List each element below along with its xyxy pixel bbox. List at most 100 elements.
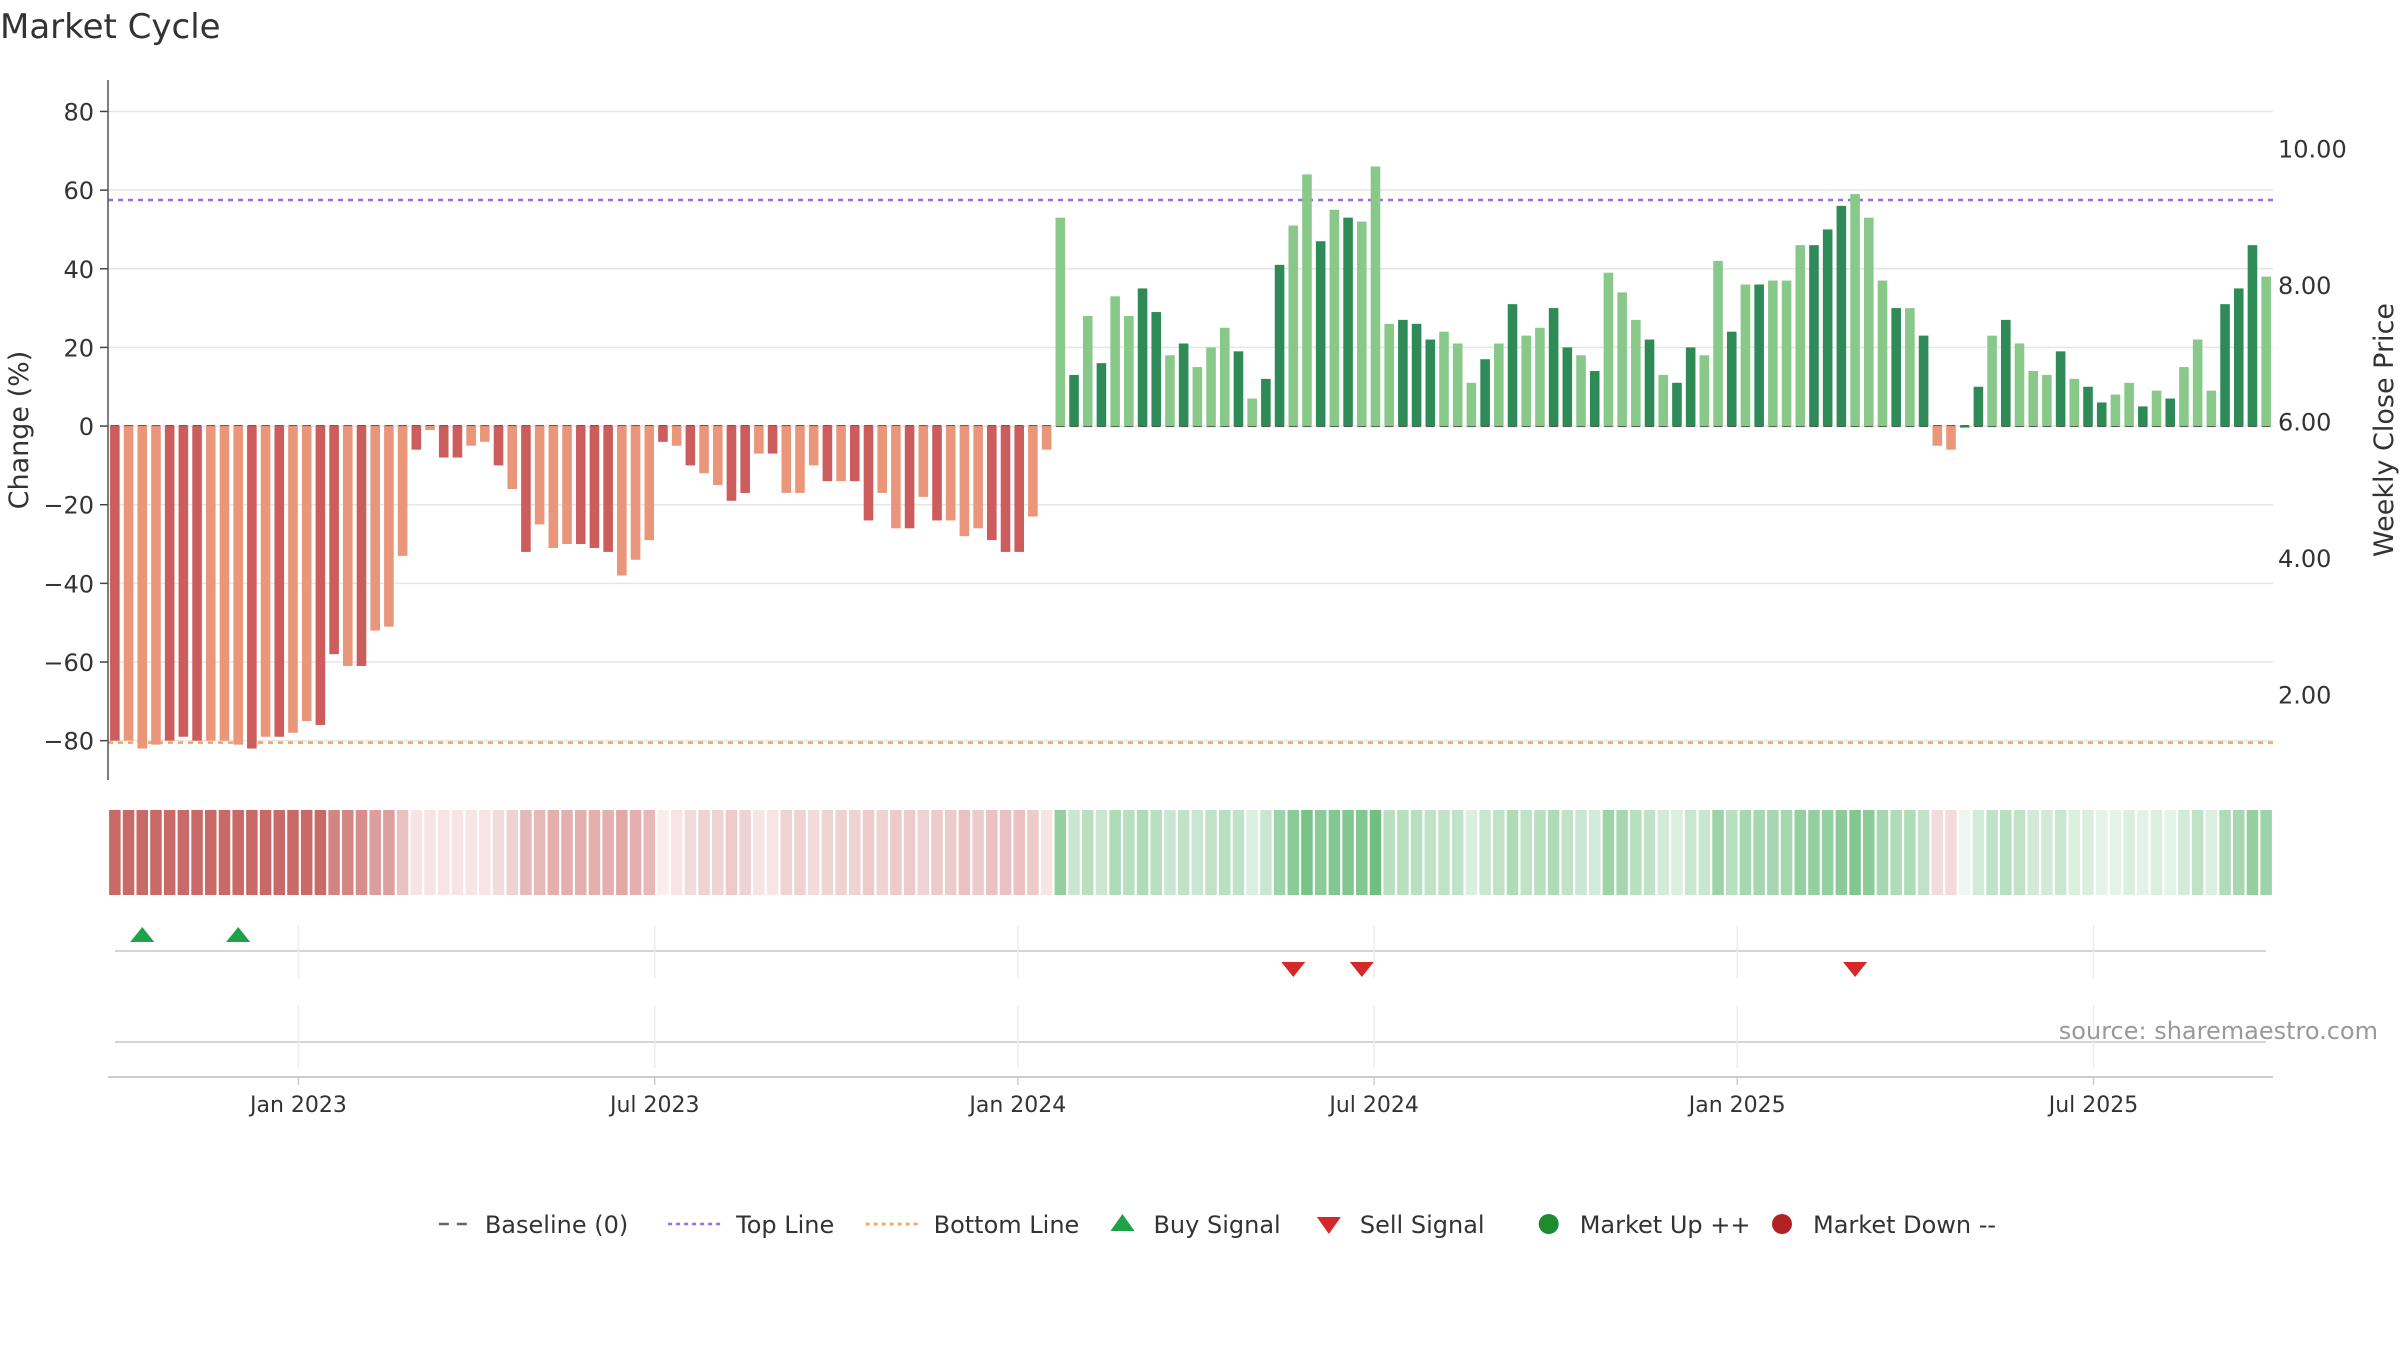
signal-panel [115, 925, 2266, 1068]
bar [1699, 355, 1710, 427]
bar [1631, 319, 1641, 427]
strip-cell [2027, 810, 2039, 895]
bar [726, 426, 737, 501]
strip-cell [2082, 810, 2094, 895]
y2-axis-label: Weekly Close Price [2369, 303, 2400, 557]
legend-label: Market Up ++ [1580, 1211, 1751, 1239]
bar [151, 426, 161, 745]
bar [822, 426, 833, 482]
strip-cell [1383, 810, 1395, 895]
bar [1288, 225, 1299, 427]
bar [1439, 331, 1449, 427]
bar [342, 426, 353, 666]
strip-cell [1287, 810, 1300, 895]
strip-cell [616, 810, 628, 895]
strip-cell [1369, 810, 1382, 895]
bar [2192, 339, 2203, 427]
strip-cell [1520, 810, 1532, 895]
y2-tick-label: 2.00 [2278, 682, 2331, 710]
strip-cell [2054, 810, 2067, 895]
bar [1261, 378, 1271, 427]
x-axis: Jan 2023 Jul 2023 Jan 2024 Jul 2024 Jan 2025… [108, 1076, 2273, 1118]
legend-circle-icon [1772, 1214, 1792, 1234]
x-tick-label: Jan 2025 [1687, 1093, 1786, 1118]
strip-cell [561, 810, 573, 895]
strip-cell [547, 810, 560, 895]
bar [1589, 371, 1600, 427]
bar [2247, 245, 2258, 427]
strip-cell [2041, 810, 2053, 895]
bar [288, 426, 298, 733]
x-tick-label: Jul 2025 [2047, 1093, 2139, 1118]
strip-cell [1917, 810, 1930, 895]
strip-cell [1246, 810, 1258, 895]
strip-cell [2109, 810, 2122, 895]
strip-cell [1712, 810, 1724, 895]
bar [1110, 296, 1120, 427]
strip-cell [424, 810, 436, 895]
bar [1315, 241, 1326, 427]
bar [1562, 347, 1573, 427]
legend-circle-icon [1538, 1214, 1559, 1234]
strip-cell [670, 810, 683, 895]
strip-cell [437, 810, 450, 895]
bar [1877, 280, 1888, 427]
strip-cell [588, 810, 601, 895]
bar [521, 426, 531, 552]
bar [1809, 245, 1819, 427]
bar [2206, 390, 2217, 427]
bar [658, 426, 668, 442]
strip-cell [1123, 810, 1135, 895]
strip-cell [602, 810, 614, 895]
bar [1055, 217, 1066, 427]
bar [1041, 426, 1052, 450]
bar [301, 426, 312, 722]
strip-cell [191, 810, 203, 895]
bar [219, 426, 230, 741]
y-tick-label: 60 [63, 177, 94, 205]
bar [1836, 205, 1847, 427]
legend-item: Buy Signal [1110, 1211, 1281, 1239]
bar [644, 426, 655, 541]
x-tick-label: Jul 2024 [1327, 1093, 1419, 1118]
bar [1658, 374, 1669, 427]
bar [1521, 335, 1532, 427]
strip-cell [1342, 810, 1354, 895]
strip-cell [643, 810, 656, 895]
y-tick-label: −40 [43, 570, 94, 598]
bar [2261, 276, 2271, 427]
bar [397, 426, 408, 556]
strip-cell [287, 810, 299, 895]
strip-cell [1027, 810, 1039, 895]
axes: 80 60 40 20 0 −20 −40 −60 −80 10.00 8.00 6.00 4.00 2.… [43, 80, 2347, 780]
strip-cell [1671, 810, 1683, 895]
strip-cell [1232, 810, 1245, 895]
strip-cell [1177, 810, 1190, 895]
bar [671, 426, 682, 446]
bar [1863, 217, 1874, 427]
legend-label: Buy Signal [1153, 1211, 1280, 1239]
bar [2220, 304, 2230, 427]
strip-cell [629, 810, 642, 895]
strip-cell [1616, 810, 1628, 895]
y-tick-label: −20 [43, 492, 94, 520]
bar [1124, 315, 1134, 427]
strip-cell [205, 810, 217, 895]
bar [945, 426, 956, 521]
bar [1014, 426, 1025, 552]
strip-cell [821, 810, 834, 895]
source-text: source: sharemaestro.com [2059, 1017, 2378, 1045]
strip-cell [1534, 810, 1546, 895]
bar [1069, 374, 1079, 427]
strip-cell [849, 810, 861, 895]
strip-cell [2137, 810, 2149, 895]
strip-cell [1575, 810, 1587, 895]
strip-cell [122, 810, 135, 895]
strip-cell [1040, 810, 1053, 895]
strip-cell [1643, 810, 1656, 895]
strip-cell [1013, 810, 1025, 895]
strip-cell [2123, 810, 2135, 895]
strip-cell [1465, 810, 1478, 895]
bar [123, 426, 134, 741]
bar [1932, 426, 1943, 446]
